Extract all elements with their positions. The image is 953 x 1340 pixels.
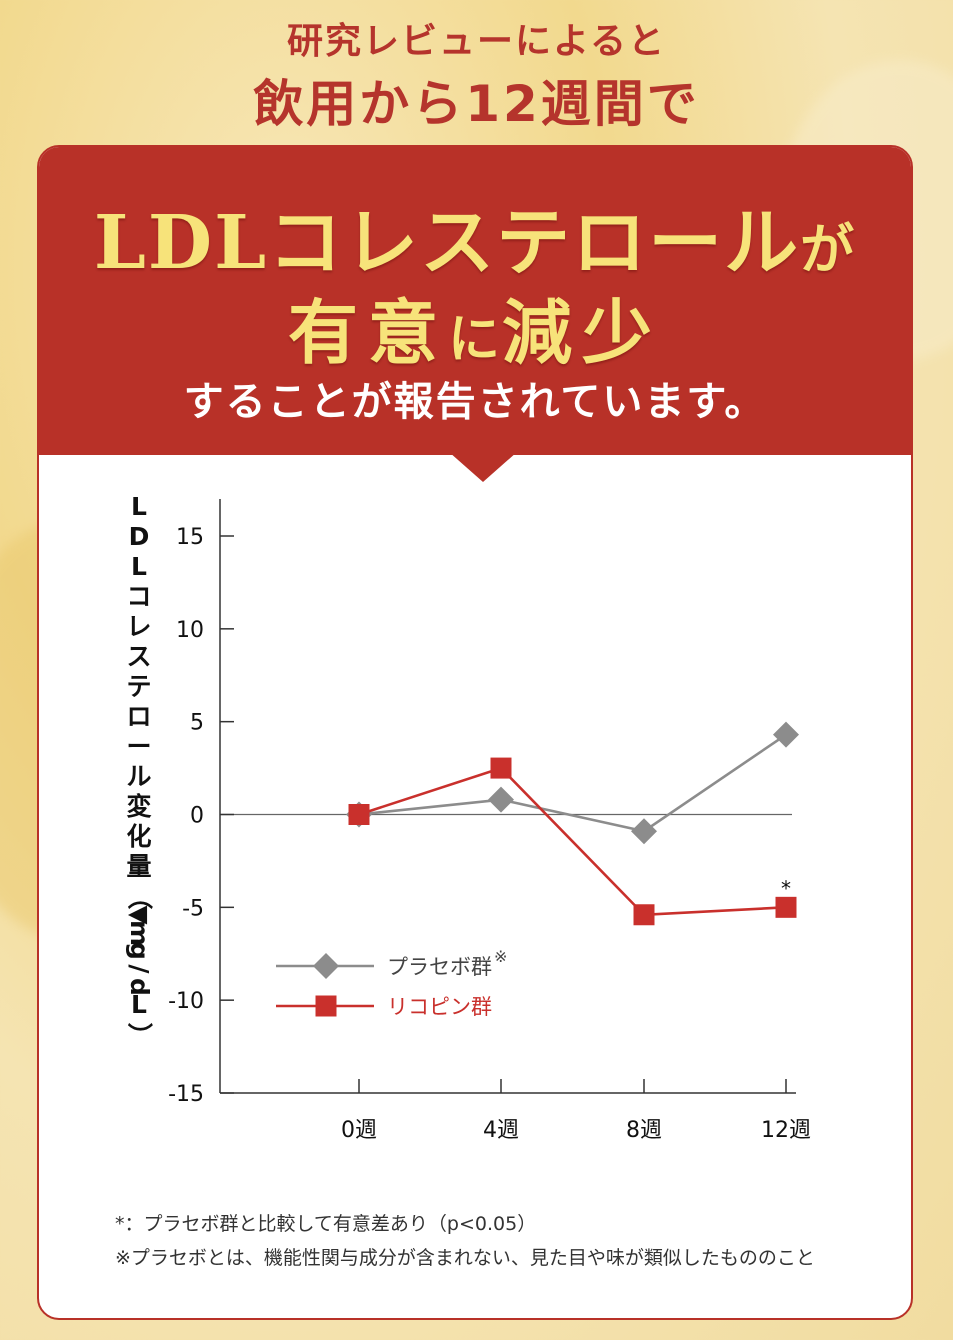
headline-line-1: LDLコレステロールが	[39, 183, 911, 290]
intro-line-1: 研究レビューによると	[287, 21, 666, 62]
y-axis-label-char: /	[125, 964, 154, 974]
data-point	[775, 896, 797, 918]
y-tick-label: 5	[190, 711, 204, 736]
data-point	[490, 757, 512, 779]
legend-label: リコピン群	[387, 995, 492, 1019]
legend-marker	[313, 953, 339, 979]
y-axis-label-char: ス	[126, 642, 151, 671]
headline-line-2: 有意に減少	[39, 277, 911, 378]
series-line	[358, 766, 787, 917]
y-tick-label: 0	[190, 804, 204, 829]
y-axis-label-char: 量	[126, 852, 151, 881]
headline-line-3: することが報告されています。	[183, 378, 767, 425]
y-axis-label-char: ロ	[126, 702, 151, 731]
headline-decrease: 減少	[502, 291, 662, 374]
y-axis-label-char: ー	[126, 732, 151, 761]
y-axis-label-char: （	[125, 884, 154, 909]
y-tick-label: 10	[176, 618, 204, 643]
y-axis-label-char: L	[131, 492, 147, 521]
y-axis-label-char: m	[125, 920, 154, 946]
legend-label: プラセボ群	[387, 955, 492, 979]
y-axis-label-char: d	[125, 978, 154, 996]
y-axis-label-char: L	[131, 552, 147, 581]
x-tick-label: 0週	[341, 1118, 377, 1143]
chart-legend: プラセボ群 ※ リコピン群	[276, 947, 507, 1019]
significance-mark: *	[781, 876, 791, 900]
legend-note-mark: ※	[494, 947, 507, 966]
x-axis-ticks: 0週 4週 8週 12週	[341, 1079, 811, 1143]
banner-pointer	[449, 452, 517, 482]
series-layer: *	[346, 721, 799, 926]
y-axis-ticks: 15 10 5 0 -5 -10 -15	[168, 525, 234, 1107]
y-axis-label-char: ▼	[125, 905, 154, 925]
headline-significant: 有意	[287, 291, 448, 374]
y-axis-label-char: コ	[126, 582, 151, 611]
data-point	[348, 804, 370, 825]
y-axis-label-char: 変	[126, 792, 151, 821]
x-tick-label: 8週	[626, 1118, 662, 1143]
y-tick-label: -10	[168, 989, 204, 1014]
headline-particle-ni: に	[447, 309, 502, 370]
chart-axes	[219, 499, 796, 1094]
y-axis-label-char: テ	[126, 672, 151, 701]
y-axis-label-char: ル	[126, 762, 151, 791]
x-tick-label: 4週	[483, 1118, 519, 1143]
intro-line-2: 飲用から12週間で	[253, 75, 700, 133]
y-tick-label: 15	[176, 525, 204, 550]
x-tick-label: 12週	[761, 1118, 811, 1143]
legend-marker	[315, 995, 337, 1017]
data-point	[773, 721, 799, 748]
y-tick-label: -5	[182, 896, 204, 921]
footnote-significance: *：プラセボ群と比較して有意差あり（p<0.05）	[115, 1213, 537, 1235]
y-tick-label: -15	[168, 1082, 204, 1107]
data-point	[631, 818, 657, 845]
y-axis-label-char: D	[129, 522, 150, 551]
y-axis-label-char: g	[125, 942, 154, 960]
y-axis-label-char: ）	[125, 1022, 154, 1047]
data-point	[488, 786, 514, 813]
data-point	[633, 904, 655, 926]
headline-banner: LDLコレステロールが 有意に減少 することが報告されています。	[39, 147, 911, 455]
series-line	[358, 733, 787, 833]
footnote-placebo: ※プラセボとは、機能性関与成分が含まれない、見た目や味が類似したもののこと	[115, 1247, 815, 1269]
y-axis-label-char: L	[131, 990, 147, 1019]
headline-ldl: LDLコレステロール	[93, 200, 801, 286]
headline-particle: が	[800, 217, 857, 281]
y-axis-label-char: 化	[126, 822, 151, 851]
y-axis-label-char: レ	[126, 612, 151, 641]
